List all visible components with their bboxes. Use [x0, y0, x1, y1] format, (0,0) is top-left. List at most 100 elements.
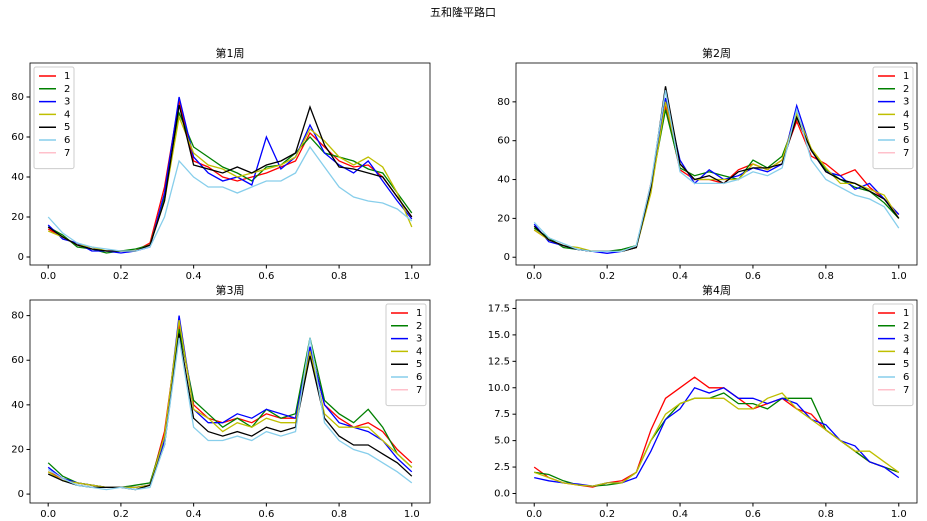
series-line [533, 86, 900, 253]
legend: 1 2 34 5 6 7 [385, 303, 427, 407]
series-line [47, 104, 413, 252]
y-tick-label: 17.5 [488, 303, 510, 314]
x-tick-label: 0.8 [331, 509, 347, 520]
legend-label: 5 [64, 122, 70, 133]
y-tick-label: 12.5 [488, 356, 510, 367]
y-tick-label: 2.5 [494, 462, 510, 473]
series-line [533, 97, 900, 254]
x-tick-label: 1.0 [891, 509, 907, 520]
y-tick-label: 80 [497, 97, 510, 108]
y-tick-label: 20 [11, 444, 24, 455]
y-tick-label: 80 [11, 92, 24, 103]
legend-label: 7 [903, 148, 909, 159]
x-tick-label: 0.2 [113, 509, 129, 520]
x-tick-label: 0.2 [599, 271, 615, 282]
legend-label: 3 [903, 334, 909, 345]
legend-label: 1 [903, 71, 909, 82]
series-line [47, 100, 413, 252]
legend-frame [33, 66, 75, 170]
legend-label: 4 [903, 109, 909, 120]
subplot-title: 第1周 [216, 46, 245, 60]
y-tick-label: 0.0 [494, 488, 510, 499]
legend: 1 2 34 5 6 7 [872, 66, 914, 170]
x-tick-label: 0.6 [258, 509, 274, 520]
y-tick-label: 0 [18, 252, 24, 263]
series-line [47, 110, 413, 254]
legend-label: 2 [903, 84, 909, 95]
legend-label: 1 [416, 308, 422, 319]
legend-label: 3 [416, 334, 422, 345]
series-line [533, 392, 900, 487]
x-tick-label: 0.0 [40, 509, 56, 520]
series-line [533, 90, 900, 253]
y-tick-label: 40 [11, 400, 24, 411]
legend-label: 2 [903, 321, 909, 332]
legend-label: 6 [903, 372, 909, 383]
x-tick-label: 0.2 [113, 271, 129, 282]
axes-frame [29, 62, 431, 266]
legend-label: 2 [416, 321, 422, 332]
y-tick-label: 7.5 [494, 409, 510, 420]
legend-label: 5 [903, 122, 909, 133]
y-tick-label: 0 [18, 489, 24, 500]
legend-label: 7 [416, 385, 422, 396]
x-tick-label: 0.6 [745, 509, 761, 520]
x-tick-label: 0.8 [818, 509, 834, 520]
legend-label: 2 [64, 84, 70, 95]
legend-label: 1 [64, 71, 70, 82]
y-tick-label: 15.0 [488, 330, 510, 341]
subplot-title: 第4周 [702, 283, 731, 297]
legend-frame [872, 66, 914, 170]
figure-title: 五和隆平路口 [430, 5, 496, 19]
x-tick-label: 0.0 [40, 271, 56, 282]
y-tick-label: 60 [11, 355, 24, 366]
axes-frame [29, 299, 431, 504]
x-tick-label: 1.0 [404, 509, 420, 520]
legend-label: 3 [64, 97, 70, 108]
x-tick-label: 0.8 [331, 271, 347, 282]
x-tick-label: 0.6 [258, 271, 274, 282]
legend-frame [872, 303, 914, 407]
axes-frame [515, 62, 918, 266]
x-tick-label: 0.4 [672, 509, 688, 520]
y-tick-label: 20 [11, 212, 24, 223]
legend-label: 7 [903, 385, 909, 396]
legend-label: 4 [64, 109, 70, 120]
series-line [47, 333, 413, 491]
x-tick-label: 1.0 [891, 271, 907, 282]
legend: 1 2 34 5 6 7 [33, 66, 75, 170]
y-tick-label: 0 [504, 252, 510, 263]
series-line [533, 101, 900, 253]
legend-label: 1 [903, 308, 909, 319]
legend-label: 4 [903, 346, 909, 357]
legend-label: 4 [416, 346, 422, 357]
legend-label: 5 [416, 359, 422, 370]
legend-label: 3 [903, 97, 909, 108]
y-tick-label: 60 [11, 132, 24, 143]
series-line [533, 376, 900, 488]
x-tick-label: 0.2 [599, 509, 615, 520]
y-tick-label: 10.0 [488, 383, 510, 394]
series-line [47, 96, 413, 254]
legend-label: 6 [416, 372, 422, 383]
series-line [534, 387, 900, 487]
y-tick-label: 60 [497, 136, 510, 147]
x-tick-label: 0.0 [526, 509, 542, 520]
x-tick-label: 0.0 [526, 271, 542, 282]
plot-area [47, 315, 413, 491]
y-tick-label: 40 [497, 175, 510, 186]
y-tick-label: 80 [11, 311, 24, 322]
x-tick-label: 0.6 [745, 271, 761, 282]
x-tick-label: 0.4 [186, 271, 202, 282]
legend-frame [385, 303, 427, 407]
legend-label: 6 [64, 135, 70, 146]
plot-area [533, 86, 900, 254]
series-line [47, 114, 413, 252]
series-line [47, 145, 413, 252]
series-line [534, 392, 900, 487]
y-tick-label: 20 [497, 213, 510, 224]
x-tick-label: 1.0 [404, 271, 420, 282]
legend-label: 5 [903, 359, 909, 370]
subplot-title: 第3周 [216, 283, 245, 297]
